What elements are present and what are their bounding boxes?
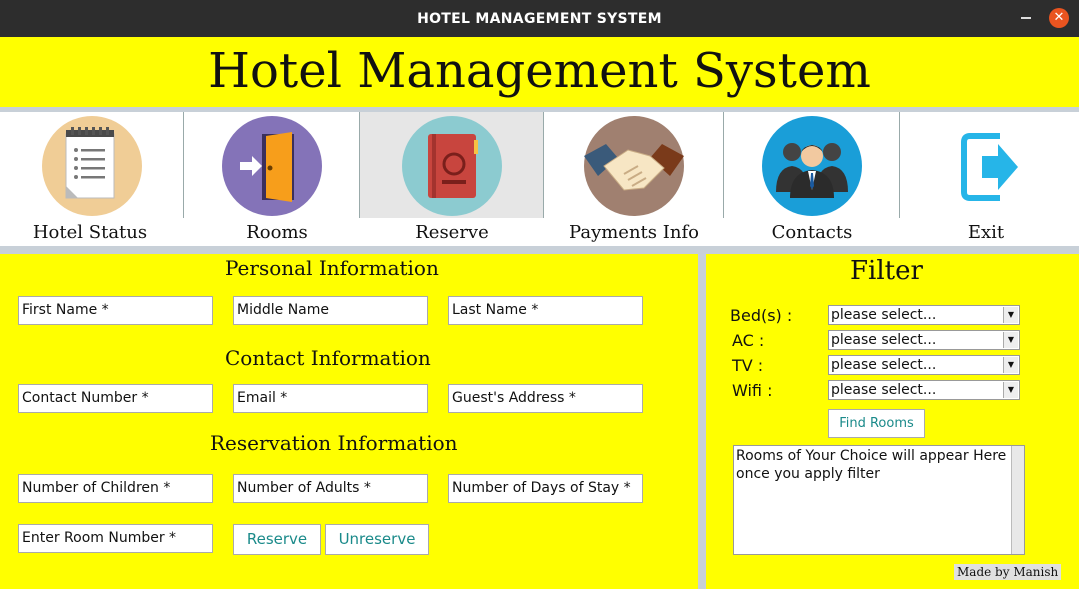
nav-label-payments-info: Payments Info [569, 222, 699, 243]
nav-label-reserve: Reserve [415, 222, 489, 243]
room-number-field[interactable]: Enter Room Number * [18, 524, 213, 553]
number-of-adults-field[interactable]: Number of Adults * [233, 474, 428, 503]
nav-exit-button[interactable] [900, 112, 1079, 218]
tv-select-value: please select... [831, 357, 937, 373]
chevron-down-icon: ▼ [1003, 332, 1018, 348]
page-title: Hotel Management System [208, 43, 871, 99]
results-textarea[interactable]: Rooms of Your Choice will appear Here on… [733, 445, 1025, 555]
app-header: Hotel Management System [0, 37, 1079, 107]
beds-label: Bed(s) : [730, 306, 793, 325]
main-nav: Hotel Status Rooms Reserve Payments Info… [0, 112, 1079, 246]
close-button[interactable]: ✕ [1049, 8, 1069, 28]
chevron-down-icon: ▼ [1003, 357, 1018, 373]
contact-number-field[interactable]: Contact Number * [18, 384, 213, 413]
minimize-button[interactable] [1021, 17, 1031, 19]
nav-label-contacts: Contacts [771, 222, 853, 243]
notepad-icon [41, 116, 142, 216]
reservation-form-panel: Personal Information First Name * Middle… [0, 254, 698, 589]
find-rooms-button[interactable]: Find Rooms [828, 409, 925, 438]
email-field[interactable]: Email * [233, 384, 428, 413]
tv-label: TV : [732, 356, 764, 375]
guest-address-field[interactable]: Guest's Address * [448, 384, 643, 413]
first-name-field[interactable]: First Name * [18, 296, 213, 325]
nav-rooms-button[interactable] [184, 112, 360, 218]
unreserve-button[interactable]: Unreserve [325, 524, 429, 555]
chevron-down-icon: ▼ [1003, 382, 1018, 398]
nav-contacts-button[interactable] [724, 112, 900, 218]
exit-icon [960, 133, 1018, 201]
personal-information-heading: Personal Information [225, 256, 439, 280]
results-scrollbar[interactable] [1011, 446, 1024, 554]
nav-payments-info-button[interactable] [544, 112, 724, 218]
reservation-information-heading: Reservation Information [210, 431, 458, 455]
reserve-button[interactable]: Reserve [233, 524, 321, 555]
nav-label-exit: Exit [967, 222, 1005, 243]
door-icon [221, 116, 322, 216]
ac-select[interactable]: please select... ▼ [828, 330, 1020, 350]
handshake-icon [583, 116, 684, 216]
beds-select-value: please select... [831, 307, 937, 323]
filter-panel: Filter Bed(s) : please select... ▼ AC : … [706, 254, 1079, 589]
window-titlebar: HOTEL MANAGEMENT SYSTEM ✕ [0, 0, 1079, 37]
beds-select[interactable]: please select... ▼ [828, 305, 1020, 325]
ac-label: AC : [732, 331, 765, 350]
nav-label-hotel-status: Hotel Status [32, 222, 148, 243]
chevron-down-icon: ▼ [1003, 307, 1018, 323]
results-text: Rooms of Your Choice will appear Here on… [736, 448, 1007, 482]
middle-name-field[interactable]: Middle Name [233, 296, 428, 325]
filter-heading: Filter [850, 256, 923, 286]
ac-select-value: please select... [831, 332, 937, 348]
wifi-label: Wifi : [732, 381, 773, 400]
nav-reserve-button[interactable] [360, 112, 544, 218]
nav-label-rooms: Rooms [246, 222, 308, 243]
people-icon [761, 116, 862, 216]
credit-label: Made by Manish [954, 564, 1062, 580]
wifi-select[interactable]: please select... ▼ [828, 380, 1020, 400]
book-icon [401, 116, 502, 216]
number-of-days-field[interactable]: Number of Days of Stay * [448, 474, 643, 503]
tv-select[interactable]: please select... ▼ [828, 355, 1020, 375]
wifi-select-value: please select... [831, 382, 937, 398]
nav-hotel-status-button[interactable] [0, 112, 184, 218]
number-of-children-field[interactable]: Number of Children * [18, 474, 213, 503]
contact-information-heading: Contact Information [225, 346, 431, 370]
last-name-field[interactable]: Last Name * [448, 296, 643, 325]
window-title: HOTEL MANAGEMENT SYSTEM [417, 11, 662, 27]
